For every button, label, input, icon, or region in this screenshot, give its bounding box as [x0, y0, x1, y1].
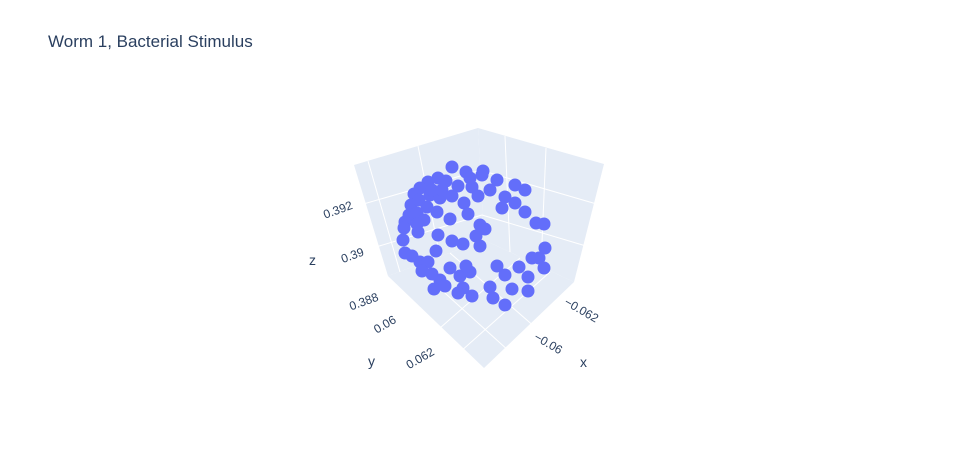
data-point[interactable]: [505, 282, 519, 296]
data-point[interactable]: [410, 217, 424, 231]
data-point[interactable]: [463, 171, 477, 185]
data-point[interactable]: [483, 183, 497, 197]
z-tick-label: 0.39: [339, 245, 366, 266]
z-tick-label: 0.392: [321, 198, 354, 222]
data-point[interactable]: [508, 178, 522, 192]
data-point[interactable]: [475, 168, 489, 182]
scatter-points[interactable]: [396, 160, 552, 312]
y-tick-label: 0.062: [404, 344, 437, 371]
data-point[interactable]: [498, 268, 512, 282]
data-point[interactable]: [465, 289, 479, 303]
data-point[interactable]: [443, 261, 457, 275]
data-point[interactable]: [538, 241, 552, 255]
data-point[interactable]: [451, 179, 465, 193]
data-point[interactable]: [461, 207, 475, 221]
data-point[interactable]: [397, 221, 411, 235]
data-point[interactable]: [486, 291, 500, 305]
y-axis-label: y: [368, 353, 375, 369]
data-point[interactable]: [435, 183, 449, 197]
data-point[interactable]: [473, 239, 487, 253]
z-axis-label: z: [309, 252, 316, 268]
data-point[interactable]: [483, 280, 497, 294]
data-point[interactable]: [445, 189, 459, 203]
data-point[interactable]: [438, 279, 452, 293]
data-point[interactable]: [469, 229, 483, 243]
grid-line: [459, 271, 551, 353]
data-point[interactable]: [425, 183, 439, 197]
z-tick-label: 0.388: [347, 290, 380, 314]
data-point[interactable]: [415, 264, 429, 278]
data-point[interactable]: [456, 237, 470, 251]
data-point[interactable]: [457, 196, 471, 210]
data-point[interactable]: [478, 222, 492, 236]
grid-line: [367, 160, 401, 273]
data-point[interactable]: [427, 282, 441, 296]
data-point[interactable]: [471, 189, 485, 203]
data-point[interactable]: [443, 212, 457, 226]
data-point[interactable]: [453, 269, 467, 283]
data-point[interactable]: [490, 259, 504, 273]
y-tick-label: 0.06: [371, 312, 399, 336]
data-point[interactable]: [537, 217, 551, 231]
data-point[interactable]: [490, 173, 504, 187]
data-point[interactable]: [518, 183, 532, 197]
data-point[interactable]: [495, 201, 509, 215]
data-point[interactable]: [512, 260, 526, 274]
chart-title: Worm 1, Bacterial Stimulus: [48, 32, 253, 51]
data-point[interactable]: [521, 284, 535, 298]
data-point[interactable]: [518, 205, 532, 219]
data-point[interactable]: [537, 261, 551, 275]
data-point[interactable]: [525, 251, 539, 265]
data-point[interactable]: [508, 196, 522, 210]
data-point[interactable]: [451, 286, 465, 300]
data-point[interactable]: [431, 228, 445, 242]
x-tick-label: −0.062: [562, 295, 601, 326]
data-point[interactable]: [396, 233, 410, 247]
data-point[interactable]: [420, 200, 434, 214]
data-point[interactable]: [430, 205, 444, 219]
data-point[interactable]: [445, 160, 459, 174]
grid-line: [481, 214, 587, 247]
data-point[interactable]: [498, 298, 512, 312]
x-tick-label: −0.06: [532, 330, 566, 357]
data-point[interactable]: [459, 259, 473, 273]
data-point[interactable]: [429, 244, 443, 258]
data-point[interactable]: [498, 190, 512, 204]
data-point[interactable]: [445, 234, 459, 248]
data-point[interactable]: [521, 270, 535, 284]
x-axis-label: x: [580, 354, 587, 370]
